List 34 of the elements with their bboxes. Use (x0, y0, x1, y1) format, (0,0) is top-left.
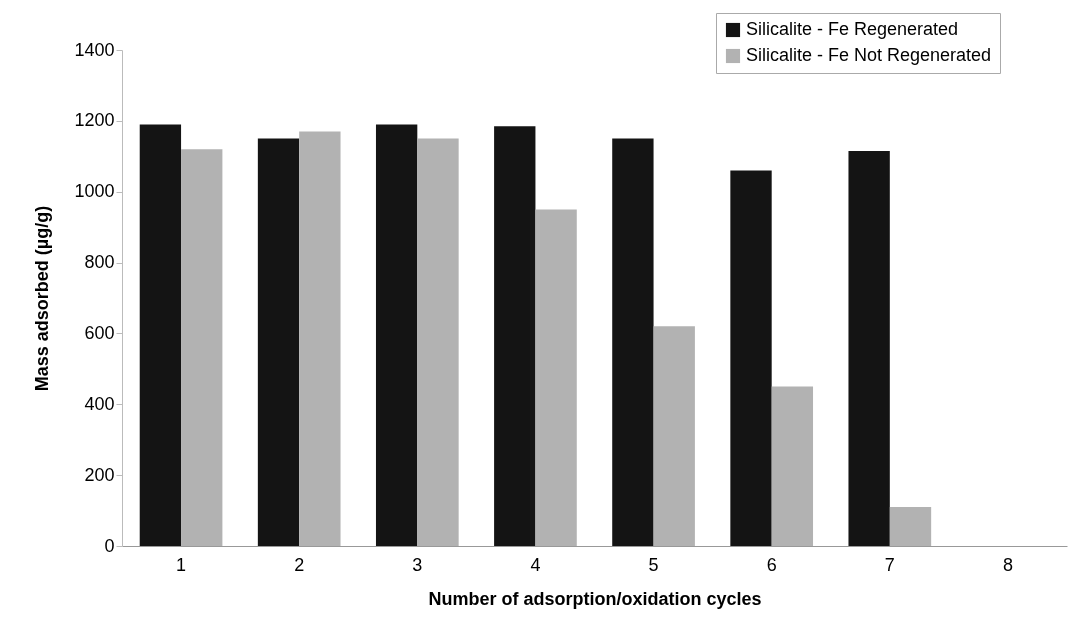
x-tick-label: 3 (412, 554, 423, 575)
bar (299, 131, 341, 546)
x-tick-label: 7 (884, 554, 895, 575)
y-tick-label: 1400 (74, 39, 115, 60)
x-axis-title: Number of adsorption/oxidation cycles (428, 588, 762, 609)
bar (417, 138, 459, 546)
y-tick-label: 1200 (74, 110, 115, 131)
bar (653, 326, 695, 546)
y-axis-title: Mass adsorbed (µg/g) (32, 205, 53, 392)
x-tick-label: 1 (176, 554, 187, 575)
bar (375, 124, 418, 546)
y-tick-label: 1000 (74, 181, 115, 202)
bar (889, 507, 932, 546)
x-tick-label: 2 (294, 554, 305, 575)
bar (139, 124, 182, 546)
legend-label: Silicalite - Fe Not Regenerated (746, 45, 992, 65)
bar (257, 138, 300, 546)
x-tick-label: 5 (648, 554, 659, 575)
y-tick-label: 800 (84, 252, 115, 273)
y-tick-label: 0 (104, 535, 115, 556)
bar (612, 138, 654, 546)
bar (771, 386, 814, 546)
bar (494, 126, 536, 546)
legend-label: Silicalite - Fe Regenerated (746, 19, 959, 39)
bar (730, 170, 772, 546)
x-tick-label: 6 (766, 554, 777, 575)
bar (181, 149, 223, 546)
bar (848, 150, 890, 546)
x-tick-label: 8 (1002, 554, 1013, 575)
y-tick-label: 200 (84, 464, 115, 485)
x-tick-label: 4 (530, 554, 541, 575)
y-tick-label: 400 (84, 393, 115, 414)
bar (535, 209, 577, 546)
y-tick-label: 600 (84, 322, 115, 343)
